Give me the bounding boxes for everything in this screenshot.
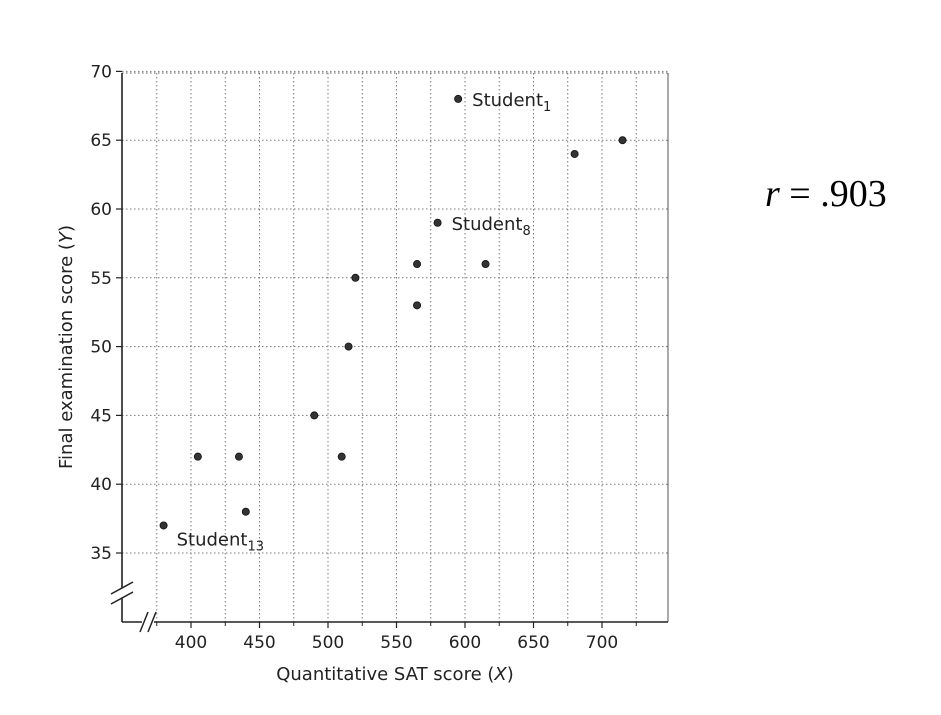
y-break-mark xyxy=(110,591,134,605)
data-point xyxy=(241,507,250,516)
y-tick-label: 45 xyxy=(90,406,112,426)
y-tick-label: 40 xyxy=(90,475,112,495)
data-points xyxy=(159,94,627,530)
plot-frame xyxy=(121,72,669,623)
data-point xyxy=(234,452,243,461)
point-label: Student8 xyxy=(452,214,531,239)
y-axis-ticks: 35 40 45 50 55 60 65 70 xyxy=(90,62,122,564)
data-point xyxy=(159,521,168,530)
r-value: = .903 xyxy=(779,173,887,215)
y-tick-label: 35 xyxy=(90,544,112,564)
x-tick-label: 400 xyxy=(175,633,207,653)
y-break-mark xyxy=(110,581,134,595)
data-point xyxy=(344,342,353,351)
y-axis-label: Final examination score (Y) xyxy=(56,225,77,469)
point-label: Student1 xyxy=(472,90,551,115)
data-point xyxy=(618,136,627,145)
data-point xyxy=(433,218,442,227)
data-point xyxy=(570,149,579,158)
y-tick-label: 55 xyxy=(90,269,112,289)
correlation-coefficient: r = .903 xyxy=(765,172,887,216)
data-point xyxy=(193,452,202,461)
y-tick-label: 60 xyxy=(90,200,112,220)
x-tick-label: 450 xyxy=(243,633,275,653)
x-axis-label: Quantitative SAT score (X) xyxy=(276,664,514,685)
point-label: Student13 xyxy=(177,529,264,554)
x-tick-label: 600 xyxy=(449,633,481,653)
data-point xyxy=(310,411,319,420)
x-tick-label: 550 xyxy=(380,633,412,653)
r-symbol: r xyxy=(765,173,780,215)
data-point xyxy=(337,452,346,461)
data-point xyxy=(454,94,463,103)
axis-breaks xyxy=(110,581,157,633)
data-point xyxy=(481,260,490,269)
point-labels: Student13 Student8 Student1 xyxy=(177,90,552,555)
y-tick-label: 50 xyxy=(90,338,112,358)
data-point xyxy=(413,260,422,269)
x-tick-label: 500 xyxy=(312,633,344,653)
x-break-mark xyxy=(147,611,157,633)
data-point xyxy=(351,273,360,282)
x-tick-label: 650 xyxy=(517,633,549,653)
y-tick-label: 65 xyxy=(90,131,112,151)
x-axis-ticks: 400 450 500 550 600 650 700 xyxy=(156,622,637,653)
x-break-mark xyxy=(139,611,149,633)
y-tick-label: 70 xyxy=(90,62,112,82)
gridlines xyxy=(122,70,668,622)
data-point xyxy=(413,301,422,310)
x-tick-label: 700 xyxy=(586,633,618,653)
